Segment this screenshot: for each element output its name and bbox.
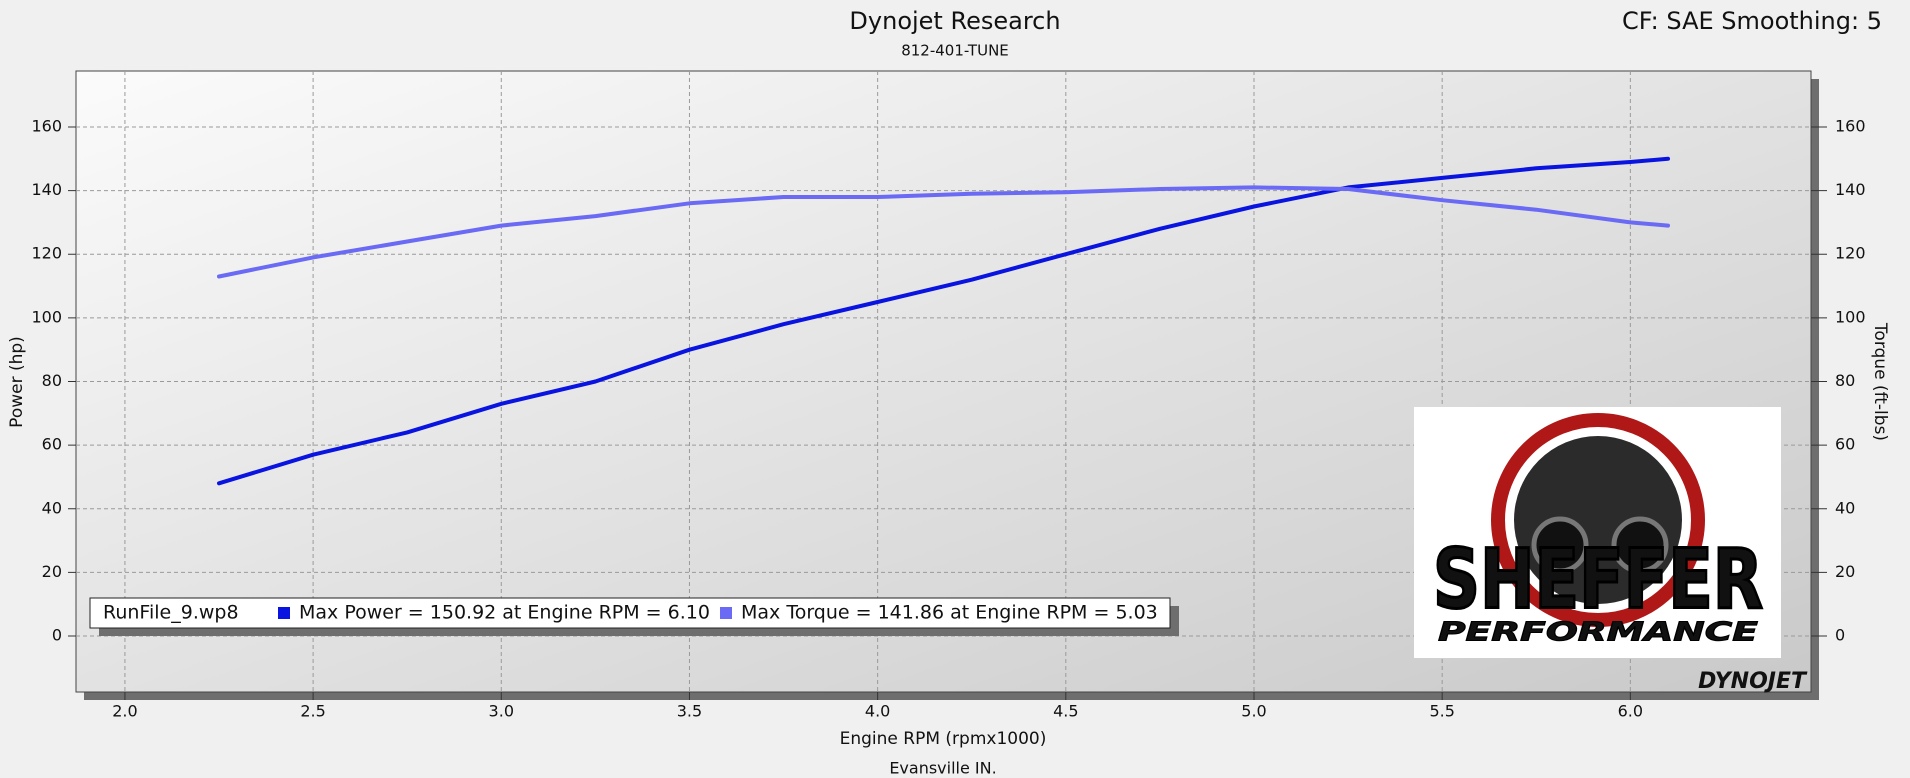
chart-subtitle: 812-401-TUNE xyxy=(901,42,1009,60)
legend xyxy=(89,597,1171,629)
series-lines xyxy=(217,156,1670,486)
y2-tick-label: 100 xyxy=(1835,307,1866,326)
y-tick-label: 160 xyxy=(31,116,62,135)
logo-wheel xyxy=(1531,516,1589,574)
legend-entry: Max Torque = 141.86 at Engine RPM = 5.03 xyxy=(741,602,1158,624)
y-tick-label: 120 xyxy=(31,244,62,263)
y2-tick-label: 0 xyxy=(1835,626,1845,645)
grid: 2.0 2.5 3.0 3.5 4.0 4.5 5.0 5.5 6.0 0 20 40 60 80 100 1… xyxy=(31,71,1866,721)
y-tick-label: 140 xyxy=(31,180,62,199)
logo-ring xyxy=(1491,413,1705,627)
corner-note: CF: SAE Smoothing: 5 xyxy=(1622,7,1882,35)
legend-entries: Max Power = 150.92 at Engine RPM = 6.10 M… xyxy=(278,602,1158,624)
legend-swatch xyxy=(278,607,290,619)
logo-subtext: PERFORMANCE xyxy=(1438,618,1758,648)
y2-tick-label: 60 xyxy=(1835,435,1855,454)
x-tick-label: 2.5 xyxy=(300,702,325,721)
x-tick-label: 4.5 xyxy=(1053,702,1078,721)
y-tick-label: 40 xyxy=(42,498,62,517)
x-tick-label: 5.5 xyxy=(1429,702,1454,721)
y2-tick-label: 20 xyxy=(1835,562,1855,581)
legend-entry: Max Power = 150.92 at Engine RPM = 6.10 xyxy=(299,602,710,624)
y2-tick-label: 140 xyxy=(1835,180,1866,199)
y-tick-label: 80 xyxy=(42,371,62,390)
x-axis-label: Engine RPM (rpmx1000) xyxy=(840,729,1047,749)
y2-tick-label: 120 xyxy=(1835,244,1866,263)
logo-text: SHEFFER xyxy=(1433,532,1763,627)
y2-tick-label: 160 xyxy=(1835,116,1866,135)
series-line xyxy=(217,156,1670,486)
x-tick-label: 3.5 xyxy=(677,702,702,721)
y-tick-label: 20 xyxy=(42,562,62,581)
watermark: DYNOJET xyxy=(1698,669,1808,694)
y-tick-label: 0 xyxy=(52,626,62,645)
footer: Evansville IN. xyxy=(889,759,996,778)
legend-swatch xyxy=(720,607,732,619)
y-tick-label: 100 xyxy=(31,307,62,326)
logo-wheel xyxy=(1611,516,1669,574)
chart-title: Dynojet Research xyxy=(849,7,1060,35)
y-tick-label: 60 xyxy=(42,435,62,454)
y2-axis-label: Torque (ft-lbs) xyxy=(1870,322,1890,441)
logo: SHEFFER PERFORMANCE xyxy=(1414,407,1781,658)
x-tick-label: 3.0 xyxy=(489,702,514,721)
x-tick-label: 6.0 xyxy=(1618,702,1643,721)
series-line xyxy=(217,185,1670,279)
legend-file: RunFile_9.wp8 xyxy=(103,602,239,624)
y-axis-label: Power (hp) xyxy=(7,336,27,428)
y2-tick-label: 40 xyxy=(1835,498,1855,517)
x-tick-label: 5.0 xyxy=(1241,702,1266,721)
x-tick-label: 2.0 xyxy=(112,702,137,721)
y2-tick-label: 80 xyxy=(1835,371,1855,390)
x-tick-label: 4.0 xyxy=(865,702,890,721)
